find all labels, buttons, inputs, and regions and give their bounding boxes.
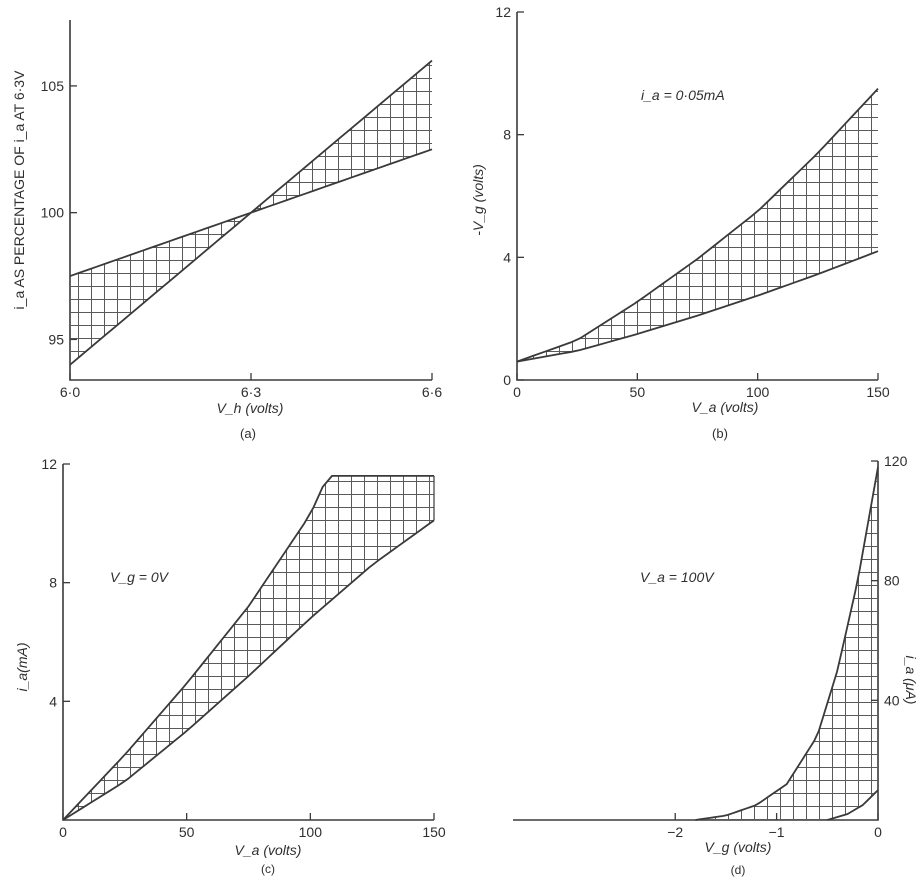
panel-c-xlabel: V_a (volts) xyxy=(235,842,302,858)
panel-d-ticks: −2 −1 0 40 80 120 xyxy=(667,453,907,840)
panel-b-xtick-label: 50 xyxy=(630,384,646,400)
panel-c-ticks: 0 50 100 150 4 8 12 xyxy=(41,456,445,840)
panel-d-ytick-label: 40 xyxy=(884,692,900,708)
panel-b-ylabel: -V_g (volts) xyxy=(470,164,486,236)
panel-b-ytick-label: 4 xyxy=(503,249,511,265)
panel-a-ylabel: i_a AS PERCENTAGE OF i_a AT 6·3V xyxy=(11,70,27,310)
panel-a-xtick-label: 6·3 xyxy=(241,384,261,400)
panel-a-xtick-label: 6·0 xyxy=(60,384,80,400)
panel-d-hatched-band xyxy=(695,466,878,820)
panel-c-ytick-label: 12 xyxy=(41,456,57,472)
panel-d: −2 −1 0 40 80 120 V_a = 100V i_a (μA) V_g (vo… xyxy=(513,453,919,877)
panel-b-caption: (b) xyxy=(712,426,728,441)
panel-a-band xyxy=(69,59,433,366)
panel-d-annotation: V_a = 100V xyxy=(640,569,715,585)
panel-b-ytick-label: 8 xyxy=(503,127,511,143)
panel-d-band xyxy=(695,466,879,821)
panel-b-ticks: 0 50 100 150 0 4 8 12 xyxy=(495,4,889,400)
panel-d-series-2 xyxy=(695,466,879,821)
panel-c-annotation: V_g = 0V xyxy=(110,569,170,585)
panel-b-xtick-label: 150 xyxy=(866,384,890,400)
panel-d-ylabel: i_a (μA) xyxy=(903,656,919,705)
panel-b-series-2 xyxy=(516,88,879,363)
panel-a-series-2 xyxy=(69,59,433,366)
panel-b-band xyxy=(516,88,879,363)
panel-d-xlabel: V_g (volts) xyxy=(705,839,772,855)
panel-a-xtick-label: 6·6 xyxy=(422,384,442,400)
panel-b-xtick-label: 0 xyxy=(513,384,521,400)
panel-d-xtick-label: 0 xyxy=(874,824,882,840)
panel-d-ytick-label: 80 xyxy=(884,573,900,589)
panel-c-caption: (c) xyxy=(261,862,275,876)
panel-a-caption: (a) xyxy=(240,426,256,441)
panel-d-ytick-label: 120 xyxy=(884,453,908,469)
panel-b-ytick-label: 0 xyxy=(503,372,511,388)
panel-b-hatched-band xyxy=(517,88,878,362)
panel-b-xlabel: V_a (volts) xyxy=(692,399,759,415)
panel-b-ytick-label: 12 xyxy=(495,4,511,20)
panel-a-ytick-label: 95 xyxy=(48,331,64,347)
panel-d-caption: (d) xyxy=(731,863,746,877)
panel-b-xtick-label: 100 xyxy=(746,384,770,400)
panel-c-ytick-label: 8 xyxy=(49,575,57,591)
panel-c-xtick-label: 100 xyxy=(299,824,323,840)
panel-c: 0 50 100 150 4 8 12 V_g = 0V i_a(mA) V_a (volt… xyxy=(14,456,446,876)
panel-d-xtick-label: −2 xyxy=(667,824,683,840)
panel-a-ytick-label: 100 xyxy=(41,205,65,221)
panel-c-ylabel: i_a(mA) xyxy=(14,642,30,691)
panel-c-series-2 xyxy=(62,474,434,821)
panel-c-series-1 xyxy=(62,519,435,821)
panel-d-series-1 xyxy=(827,789,879,821)
panel-a-ticks: 6·0 6·3 6·6 95 100 105 xyxy=(41,78,443,400)
panel-b: 0 50 100 150 0 4 8 12 i_a = 0·05mA -V_g (volts)… xyxy=(470,4,890,441)
panel-c-ytick-label: 4 xyxy=(49,693,57,709)
panel-c-xtick-label: 0 xyxy=(59,824,67,840)
panel-a-ytick-label: 105 xyxy=(41,78,65,94)
panel-c-xtick-label: 50 xyxy=(179,824,195,840)
panel-a: 6·0 6·3 6·6 95 100 105 i_a AS PERCENTAGE OF i… xyxy=(11,20,442,441)
panel-c-band xyxy=(62,474,435,821)
panel-a-axes xyxy=(69,20,432,381)
panel-b-series-1 xyxy=(516,250,879,363)
panel-a-xlabel: V_h (volts) xyxy=(217,400,284,416)
panel-c-xtick-label: 150 xyxy=(422,824,446,840)
panel-c-hatched-band xyxy=(63,475,434,820)
panel-b-annotation: i_a = 0·05mA xyxy=(641,87,725,103)
panel-d-xtick-label: −1 xyxy=(769,824,785,840)
